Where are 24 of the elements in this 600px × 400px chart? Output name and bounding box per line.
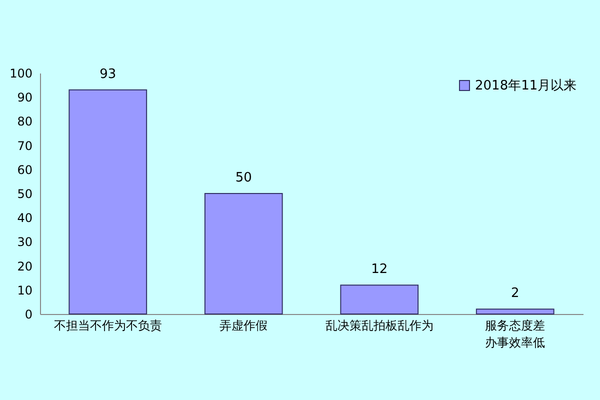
y-tick-label: 70 [17,138,32,153]
y-tick-label: 30 [17,235,32,250]
data-label: 50 [235,170,252,186]
bar [204,193,283,314]
y-tick-label: 10 [17,283,32,298]
legend-label: 2018年11月以来 [475,78,577,94]
data-label: 2 [510,286,520,302]
x-tick-label: 弄虚作假 [220,318,268,332]
y-tick-label: 90 [17,90,32,105]
x-tick-label: 服务态度差办事效率低 [485,318,546,350]
data-label: 93 [100,66,116,82]
y-tick-label: 40 [17,211,32,226]
x-tick-label: 乱决策乱拍板乱作为 [325,318,434,332]
bar [476,308,554,314]
x-tick-label: 不担当不作为不负责 [54,318,162,332]
y-tick-label: 80 [17,114,32,129]
y-tick-label: 60 [17,162,32,177]
bar [68,89,148,314]
y-tick-label: 100 [10,66,32,80]
y-tick-label: 20 [17,259,32,274]
bar [340,284,419,314]
y-tick-label: 50 [17,187,32,201]
y-tick-label: 0 [24,308,32,322]
data-label: 12 [371,262,388,278]
